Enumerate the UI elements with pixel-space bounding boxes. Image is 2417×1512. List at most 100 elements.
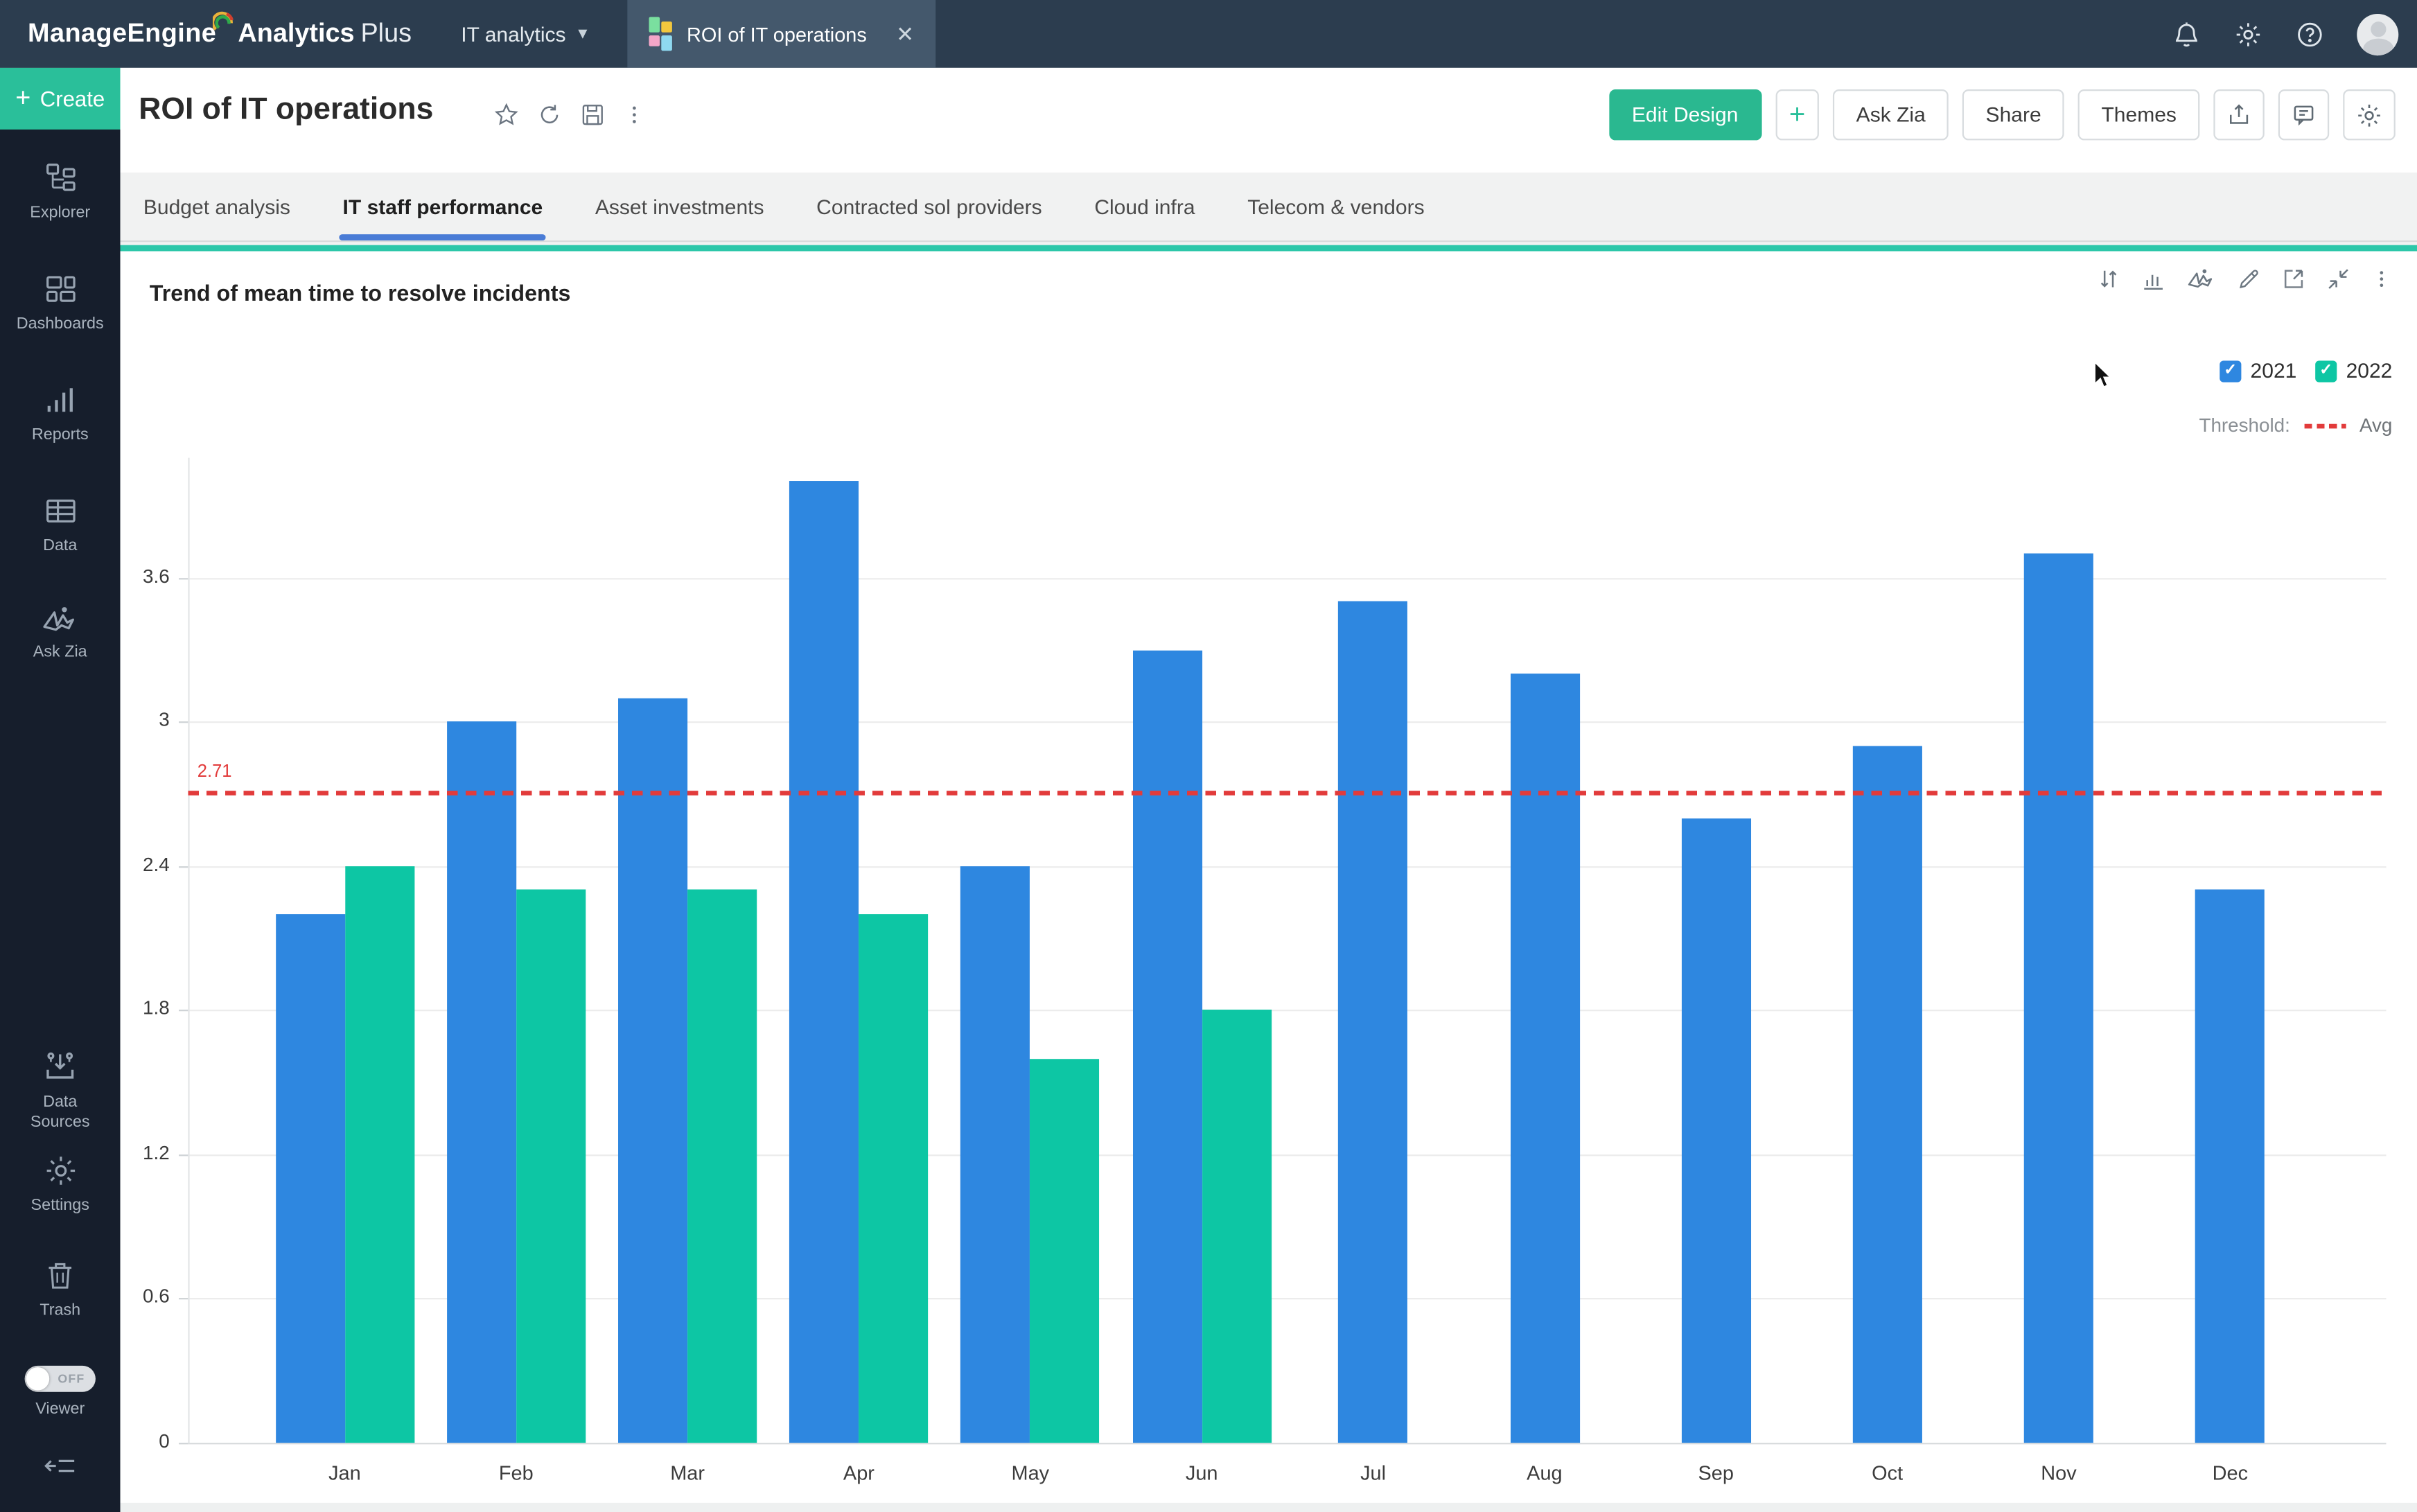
tab-contracted-sol-providers[interactable]: Contracted sol providers bbox=[814, 173, 1045, 240]
settings-button[interactable] bbox=[2343, 89, 2396, 140]
create-label: Create bbox=[40, 87, 105, 112]
favorite-star-icon[interactable] bbox=[493, 102, 520, 136]
bar-2022-Mar[interactable] bbox=[687, 890, 757, 1443]
brand-plus: Plus bbox=[360, 19, 412, 49]
y-tick-label: 0 bbox=[117, 1430, 170, 1452]
brand-analytics: Analytics bbox=[238, 19, 354, 49]
bar-2021-Dec[interactable] bbox=[2195, 890, 2265, 1443]
plus-icon: + bbox=[15, 83, 30, 114]
x-axis-label-Mar: Mar bbox=[633, 1461, 741, 1484]
bar-2021-Sep[interactable] bbox=[1681, 818, 1750, 1443]
help-icon[interactable] bbox=[2295, 19, 2324, 49]
bar-chart-plot: 00.61.21.82.433.6JanFebMarAprMayJunJulAu… bbox=[121, 252, 2417, 1503]
sidebar-item-trash[interactable]: Trash bbox=[0, 1258, 121, 1338]
edit-design-button[interactable]: Edit Design bbox=[1608, 89, 1761, 140]
y-tick-mark bbox=[179, 1154, 188, 1156]
export-button[interactable] bbox=[2213, 89, 2264, 140]
workspace-dropdown[interactable]: IT analytics ▼ bbox=[461, 22, 590, 45]
bar-2022-Jan[interactable] bbox=[344, 866, 414, 1443]
bar-2021-Mar[interactable] bbox=[618, 698, 687, 1443]
viewer-toggle[interactable]: OFF bbox=[25, 1366, 96, 1392]
bar-2021-Nov[interactable] bbox=[2024, 554, 2093, 1443]
top-navbar: ManageEngine Analytics Plus IT analytics… bbox=[0, 0, 2417, 68]
bar-2022-Jun[interactable] bbox=[1202, 1010, 1271, 1443]
ask-zia-button[interactable]: Ask Zia bbox=[1833, 89, 1949, 140]
y-tick-mark bbox=[179, 866, 188, 868]
chevron-down-icon: ▼ bbox=[575, 26, 590, 42]
more-options-kebab-icon[interactable] bbox=[623, 102, 646, 136]
admin-gear-icon[interactable] bbox=[2233, 19, 2262, 49]
tab-it-staff-performance[interactable]: IT staff performance bbox=[340, 173, 546, 240]
sidebar-item-explorer[interactable]: Explorer bbox=[0, 160, 121, 240]
sidebar-item-data-sources[interactable]: DataSources bbox=[0, 1048, 121, 1129]
explorer-icon bbox=[42, 160, 78, 195]
themes-button[interactable]: Themes bbox=[2078, 89, 2199, 140]
sidebar-item-label: Explorer bbox=[30, 204, 90, 224]
x-axis-label-Aug: Aug bbox=[1491, 1461, 1599, 1484]
sidebar-item-label: Viewer bbox=[35, 1400, 85, 1420]
toggle-off-label: OFF bbox=[58, 1372, 85, 1386]
title-icons bbox=[493, 102, 646, 136]
zia-icon bbox=[40, 604, 80, 635]
bar-2022-May[interactable] bbox=[1030, 1058, 1100, 1443]
accent-teal-line bbox=[121, 245, 2417, 252]
bar-2022-Apr[interactable] bbox=[859, 914, 928, 1443]
collapse-sidebar-button[interactable] bbox=[0, 1454, 121, 1479]
tab-budget-analysis[interactable]: Budget analysis bbox=[140, 173, 293, 240]
sidebar-item-settings[interactable]: Settings bbox=[0, 1153, 121, 1233]
mouse-cursor bbox=[2093, 361, 2115, 400]
open-view-tab[interactable]: ROI of IT operations ✕ bbox=[627, 0, 935, 68]
sidebar-item-reports[interactable]: Reports bbox=[0, 383, 121, 463]
view-tab-label: ROI of IT operations bbox=[687, 22, 867, 45]
refresh-icon[interactable] bbox=[536, 102, 563, 136]
bar-2021-Apr[interactable] bbox=[789, 482, 859, 1443]
x-axis-label-Jun: Jun bbox=[1148, 1461, 1256, 1484]
sidebar-item-ask-zia[interactable]: Ask Zia bbox=[0, 604, 121, 685]
y-tick-label: 0.6 bbox=[117, 1286, 170, 1308]
view-tab-icon bbox=[649, 17, 672, 51]
x-axis-label-Apr: Apr bbox=[805, 1461, 913, 1484]
page-title: ROI of IT operations bbox=[139, 92, 433, 128]
sidebar-item-label: Settings bbox=[31, 1196, 89, 1216]
bar-2021-Aug[interactable] bbox=[1510, 674, 1579, 1443]
bar-2021-Jun[interactable] bbox=[1132, 650, 1202, 1443]
export-icon bbox=[2226, 102, 2252, 128]
bar-2021-Jul[interactable] bbox=[1339, 601, 1408, 1443]
share-button[interactable]: Share bbox=[1962, 89, 2064, 140]
y-axis-line bbox=[188, 457, 189, 1443]
x-axis-label-Jul: Jul bbox=[1319, 1461, 1427, 1484]
y-tick-mark bbox=[179, 1299, 188, 1300]
comments-button[interactable] bbox=[2278, 89, 2329, 140]
y-tick-mark bbox=[179, 722, 188, 723]
tab-telecom-vendors[interactable]: Telecom & vendors bbox=[1245, 173, 1427, 240]
bar-2021-Oct[interactable] bbox=[1853, 746, 1922, 1443]
analytics-plus-app: ManageEngine Analytics Plus IT analytics… bbox=[0, 0, 2417, 1512]
settings-icon bbox=[42, 1153, 78, 1188]
sidebar-item-dashboards[interactable]: Dashboards bbox=[0, 272, 121, 352]
sidebar-item-label: Dashboards bbox=[17, 315, 104, 335]
x-axis-label-Dec: Dec bbox=[2177, 1461, 2285, 1484]
sidebar-item-label: DataSources bbox=[30, 1093, 90, 1133]
brand-logo: ManageEngine Analytics Plus bbox=[28, 19, 412, 49]
trash-icon bbox=[43, 1258, 77, 1293]
user-avatar[interactable] bbox=[2357, 13, 2398, 55]
sidebar-item-label: Data bbox=[43, 536, 77, 556]
close-icon[interactable]: ✕ bbox=[896, 21, 914, 47]
tab-asset-investments[interactable]: Asset investments bbox=[592, 173, 767, 240]
notifications-bell-icon[interactable] bbox=[2172, 19, 2201, 49]
create-button[interactable]: + Create bbox=[0, 68, 121, 130]
sidebar-item-label: Trash bbox=[39, 1301, 80, 1321]
chart-card: Trend of mean time to resolve incidents … bbox=[121, 252, 2417, 1503]
bar-2021-Jan[interactable] bbox=[275, 914, 344, 1443]
tabstrip-divider bbox=[121, 240, 2417, 242]
bottom-strip bbox=[121, 1503, 2417, 1512]
save-icon[interactable] bbox=[579, 102, 606, 136]
add-button[interactable]: + bbox=[1775, 89, 1819, 140]
sidebar-item-data[interactable]: Data bbox=[0, 493, 121, 574]
bar-2022-Feb[interactable] bbox=[516, 890, 586, 1443]
bar-2021-Feb[interactable] bbox=[447, 722, 516, 1443]
navbar-icons bbox=[2172, 0, 2417, 68]
sidebar-item-viewer[interactable]: OFF Viewer bbox=[0, 1366, 121, 1420]
bar-2021-May[interactable] bbox=[961, 866, 1030, 1443]
tab-cloud-infra[interactable]: Cloud infra bbox=[1091, 173, 1198, 240]
